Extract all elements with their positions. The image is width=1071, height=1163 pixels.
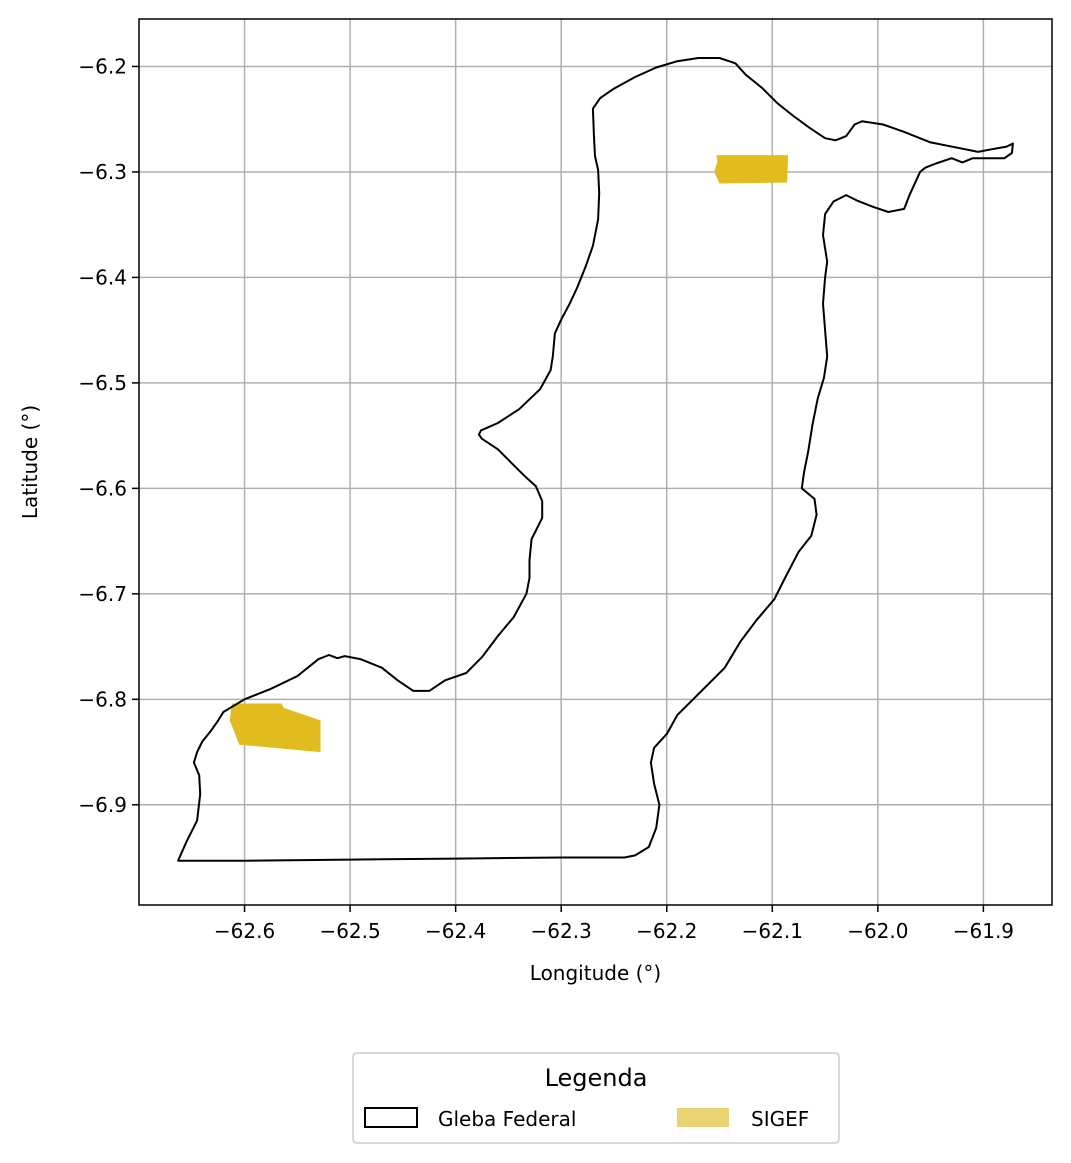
legend-label-sigef: SIGEF — [751, 1107, 809, 1131]
axis-ticks: −62.6 −62.5 −62.4 −62.3 −62.2 −62.1 −62.0 −61.9… — [78, 54, 1014, 943]
y-axis-label: Latitude (°) — [18, 405, 42, 519]
y-tick-label: −6.5 — [78, 371, 127, 395]
legend-title: Legenda — [545, 1064, 648, 1092]
y-tick-label: −6.7 — [78, 582, 127, 606]
y-tick-label: −6.2 — [78, 54, 127, 78]
plot-frame — [138, 18, 1053, 906]
map-layers — [177, 57, 1014, 862]
y-tick-label: −6.4 — [78, 265, 127, 289]
x-tick-label: −62.0 — [847, 919, 908, 943]
x-tick-label: −62.4 — [425, 919, 486, 943]
legend: Legenda Gleba Federal SIGEF — [352, 1052, 840, 1144]
gleba-federal-outline — [177, 57, 1014, 862]
y-tick-label: −6.8 — [78, 687, 127, 711]
legend-label-gleba-federal: Gleba Federal — [438, 1107, 576, 1131]
x-tick-label: −61.9 — [953, 919, 1014, 943]
sigef-polygon — [714, 155, 789, 184]
y-tick-label: −6.9 — [78, 793, 127, 817]
x-tick-label: −62.1 — [742, 919, 803, 943]
sigef-polygon — [229, 703, 321, 753]
legend-swatch-sigef — [677, 1108, 729, 1127]
x-tick-label: −62.3 — [531, 919, 592, 943]
y-tick-label: −6.3 — [78, 160, 127, 184]
x-tick-label: −62.2 — [636, 919, 697, 943]
legend-swatch-gleba-federal — [364, 1107, 418, 1128]
y-tick-label: −6.6 — [78, 476, 127, 500]
x-tick-label: −62.6 — [214, 919, 275, 943]
x-axis-label: Longitude (°) — [530, 961, 661, 985]
x-tick-label: −62.5 — [319, 919, 380, 943]
